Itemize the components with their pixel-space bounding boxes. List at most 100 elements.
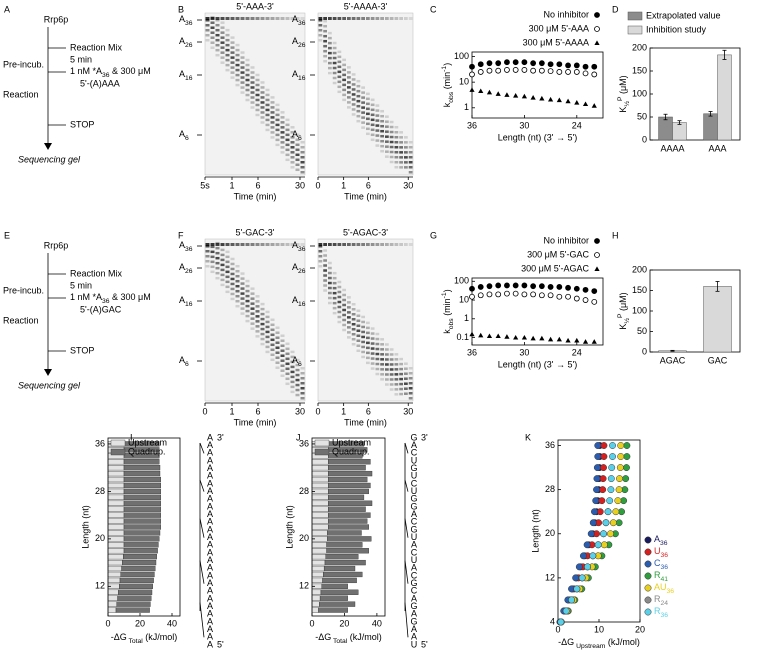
gel-band (260, 91, 265, 94)
gel-band (404, 387, 408, 390)
gel-band (332, 276, 337, 280)
bar (107, 607, 117, 613)
time-label: 6 (366, 406, 371, 416)
bar (123, 476, 161, 483)
bar (328, 459, 371, 465)
bar (328, 470, 373, 477)
gel-band (328, 286, 332, 290)
gel-band (260, 81, 265, 84)
gel-band (328, 71, 332, 75)
gel-band (225, 280, 230, 284)
size-marker-part: 16 (185, 301, 193, 308)
sequence-letter: A (411, 624, 417, 634)
gel-band (230, 287, 235, 291)
gel-band (351, 83, 356, 86)
gel-band (290, 156, 295, 159)
phase-label: Reaction (3, 89, 39, 99)
data-point (582, 297, 589, 303)
gel-band (318, 265, 323, 268)
gel-band (255, 78, 260, 82)
gel-band (215, 251, 220, 255)
bar (123, 465, 161, 471)
gel-band (290, 380, 295, 384)
gel-band (370, 352, 375, 355)
gel-band (215, 17, 220, 20)
gel-band (337, 50, 342, 54)
size-marker-part: A (179, 129, 185, 139)
gel-band (385, 135, 389, 138)
size-marker-part: 26 (298, 268, 306, 275)
data-point (486, 291, 493, 298)
gel-band (375, 357, 380, 361)
size-marker-part: 6 (185, 135, 189, 142)
gel-band (337, 285, 342, 289)
gel-band (245, 304, 250, 308)
size-marker-part: A (292, 355, 298, 365)
data-point (591, 298, 598, 305)
gel-band (250, 17, 255, 20)
gel-band (285, 362, 290, 366)
data-point (593, 486, 600, 494)
gel-band (270, 333, 275, 337)
bar (107, 559, 123, 566)
gel-band (215, 53, 220, 57)
gel-band (295, 378, 300, 382)
bar (311, 571, 324, 578)
gel-band (240, 272, 245, 275)
gel-band (347, 301, 351, 304)
gel-band (265, 103, 270, 107)
data-point (477, 284, 484, 290)
gel-band (323, 39, 327, 43)
gel-band (280, 339, 285, 342)
x-tick-label: AAAA (660, 143, 684, 153)
gel-band (285, 153, 290, 157)
gel-band (380, 363, 384, 366)
y-axis-label-part: ) (442, 63, 452, 66)
x-tick-label: 20 (135, 618, 145, 628)
data-point (495, 291, 502, 298)
gel-band (347, 243, 351, 246)
y-tick-label: 50 (637, 326, 647, 336)
gel-band (240, 66, 245, 69)
gel-band (240, 297, 245, 300)
gel-band (240, 91, 245, 94)
gel-band (404, 372, 408, 375)
gel-band (300, 17, 305, 20)
data-point (620, 497, 628, 505)
gel-band (351, 243, 356, 246)
bar (107, 470, 125, 477)
gel-band (366, 132, 370, 136)
gel-band (250, 327, 255, 330)
gel-band (235, 304, 240, 308)
data-point (478, 88, 484, 94)
bar (328, 482, 371, 489)
gel-band (265, 335, 270, 339)
gel-band (250, 287, 255, 290)
data-point (579, 552, 587, 560)
gel-band (399, 392, 403, 396)
gel-band (215, 271, 220, 275)
gel-band (380, 358, 384, 361)
data-point (575, 563, 583, 571)
gel-band (375, 129, 380, 132)
data-point (591, 508, 598, 516)
gel-band (366, 331, 370, 335)
gel-band (285, 372, 290, 376)
data-point (486, 89, 493, 95)
gel-band (255, 335, 260, 338)
gel-band (215, 48, 220, 52)
gel-band (240, 282, 245, 285)
x-tick-label: 24 (572, 347, 582, 357)
gel-band (290, 390, 295, 394)
gel-band (370, 103, 375, 107)
gel-band (318, 260, 323, 263)
gel-band (323, 34, 327, 38)
gel-band (332, 66, 337, 70)
gel-band (275, 128, 280, 132)
bar (107, 554, 124, 560)
x-axis-label: Length (nt) (3' → 5') (498, 359, 577, 369)
data-point (530, 291, 537, 298)
gel-band (323, 249, 327, 252)
gel-band (260, 121, 265, 124)
gel-band (225, 43, 230, 47)
